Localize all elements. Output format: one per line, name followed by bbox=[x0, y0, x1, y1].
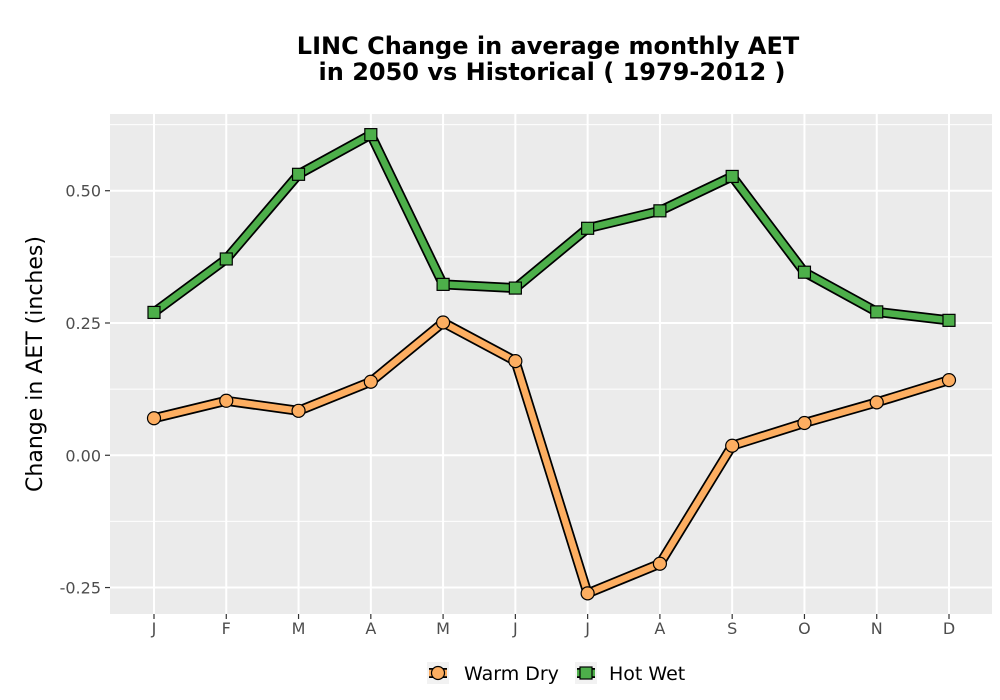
data-point-hot-wet bbox=[870, 305, 884, 319]
legend-label: Hot Wet bbox=[609, 663, 685, 685]
data-point-warm-dry bbox=[146, 411, 162, 426]
data-point-hot-wet bbox=[725, 169, 739, 184]
series-markers bbox=[146, 128, 957, 601]
data-point-warm-dry bbox=[291, 403, 306, 418]
y-axis-title: Change in AET (inches) bbox=[23, 236, 48, 492]
data-point-warm-dry bbox=[725, 438, 740, 453]
y-tick-label: 0.25 bbox=[65, 314, 101, 333]
y-axis: -0.25 0.00 0.25 0.50 bbox=[60, 182, 110, 598]
chart-title-line1: LINC Change in average monthly AET bbox=[297, 32, 800, 60]
data-point-hot-wet bbox=[797, 265, 812, 279]
x-tick-label: M bbox=[292, 619, 306, 638]
data-point-warm-dry bbox=[652, 556, 668, 571]
chart-title-line2: in 2050 vs Historical ( 1979-2012 ) bbox=[319, 58, 786, 86]
y-tick-label: 0.50 bbox=[65, 182, 101, 201]
x-tick-label: O bbox=[798, 619, 811, 638]
data-point-hot-wet bbox=[581, 221, 595, 235]
data-point-warm-dry bbox=[219, 393, 234, 408]
plot-panel bbox=[110, 114, 992, 614]
data-point-warm-dry bbox=[435, 315, 451, 330]
data-point-warm-dry bbox=[797, 415, 812, 431]
x-tick-label: J bbox=[584, 619, 590, 638]
legend-marker-circle bbox=[430, 665, 446, 681]
legend-marker-square bbox=[579, 666, 593, 680]
x-tick-label: J bbox=[512, 619, 518, 638]
data-point-warm-dry bbox=[580, 586, 595, 601]
data-point-hot-wet bbox=[653, 204, 667, 218]
y-tick-label: -0.25 bbox=[60, 579, 101, 598]
data-point-hot-wet bbox=[364, 128, 378, 142]
x-tick-label: A bbox=[654, 619, 665, 638]
x-tick-label: D bbox=[943, 619, 955, 638]
data-point-warm-dry bbox=[363, 374, 378, 389]
series-line bbox=[150, 319, 953, 597]
x-tick-label: A bbox=[365, 619, 376, 638]
x-tick-label: S bbox=[727, 619, 737, 638]
x-tick-label: J bbox=[151, 619, 157, 638]
series-lines bbox=[149, 129, 954, 599]
legend: Warm Dry Hot Wet bbox=[427, 662, 685, 685]
data-point-hot-wet bbox=[436, 277, 450, 291]
data-point-hot-wet bbox=[147, 305, 161, 320]
y-tick-label: 0.00 bbox=[65, 446, 101, 465]
series-line bbox=[150, 131, 953, 324]
data-point-warm-dry bbox=[869, 395, 884, 410]
legend-label: Warm Dry bbox=[464, 663, 559, 685]
x-tick-label: M bbox=[436, 619, 450, 638]
data-point-hot-wet bbox=[219, 252, 233, 266]
x-tick-label: N bbox=[871, 619, 883, 638]
x-tick-label: F bbox=[222, 619, 231, 638]
data-point-hot-wet bbox=[291, 167, 306, 181]
data-point-warm-dry bbox=[508, 353, 523, 369]
data-point-hot-wet bbox=[508, 281, 522, 295]
data-point-warm-dry bbox=[941, 373, 957, 388]
data-point-hot-wet bbox=[942, 313, 956, 327]
